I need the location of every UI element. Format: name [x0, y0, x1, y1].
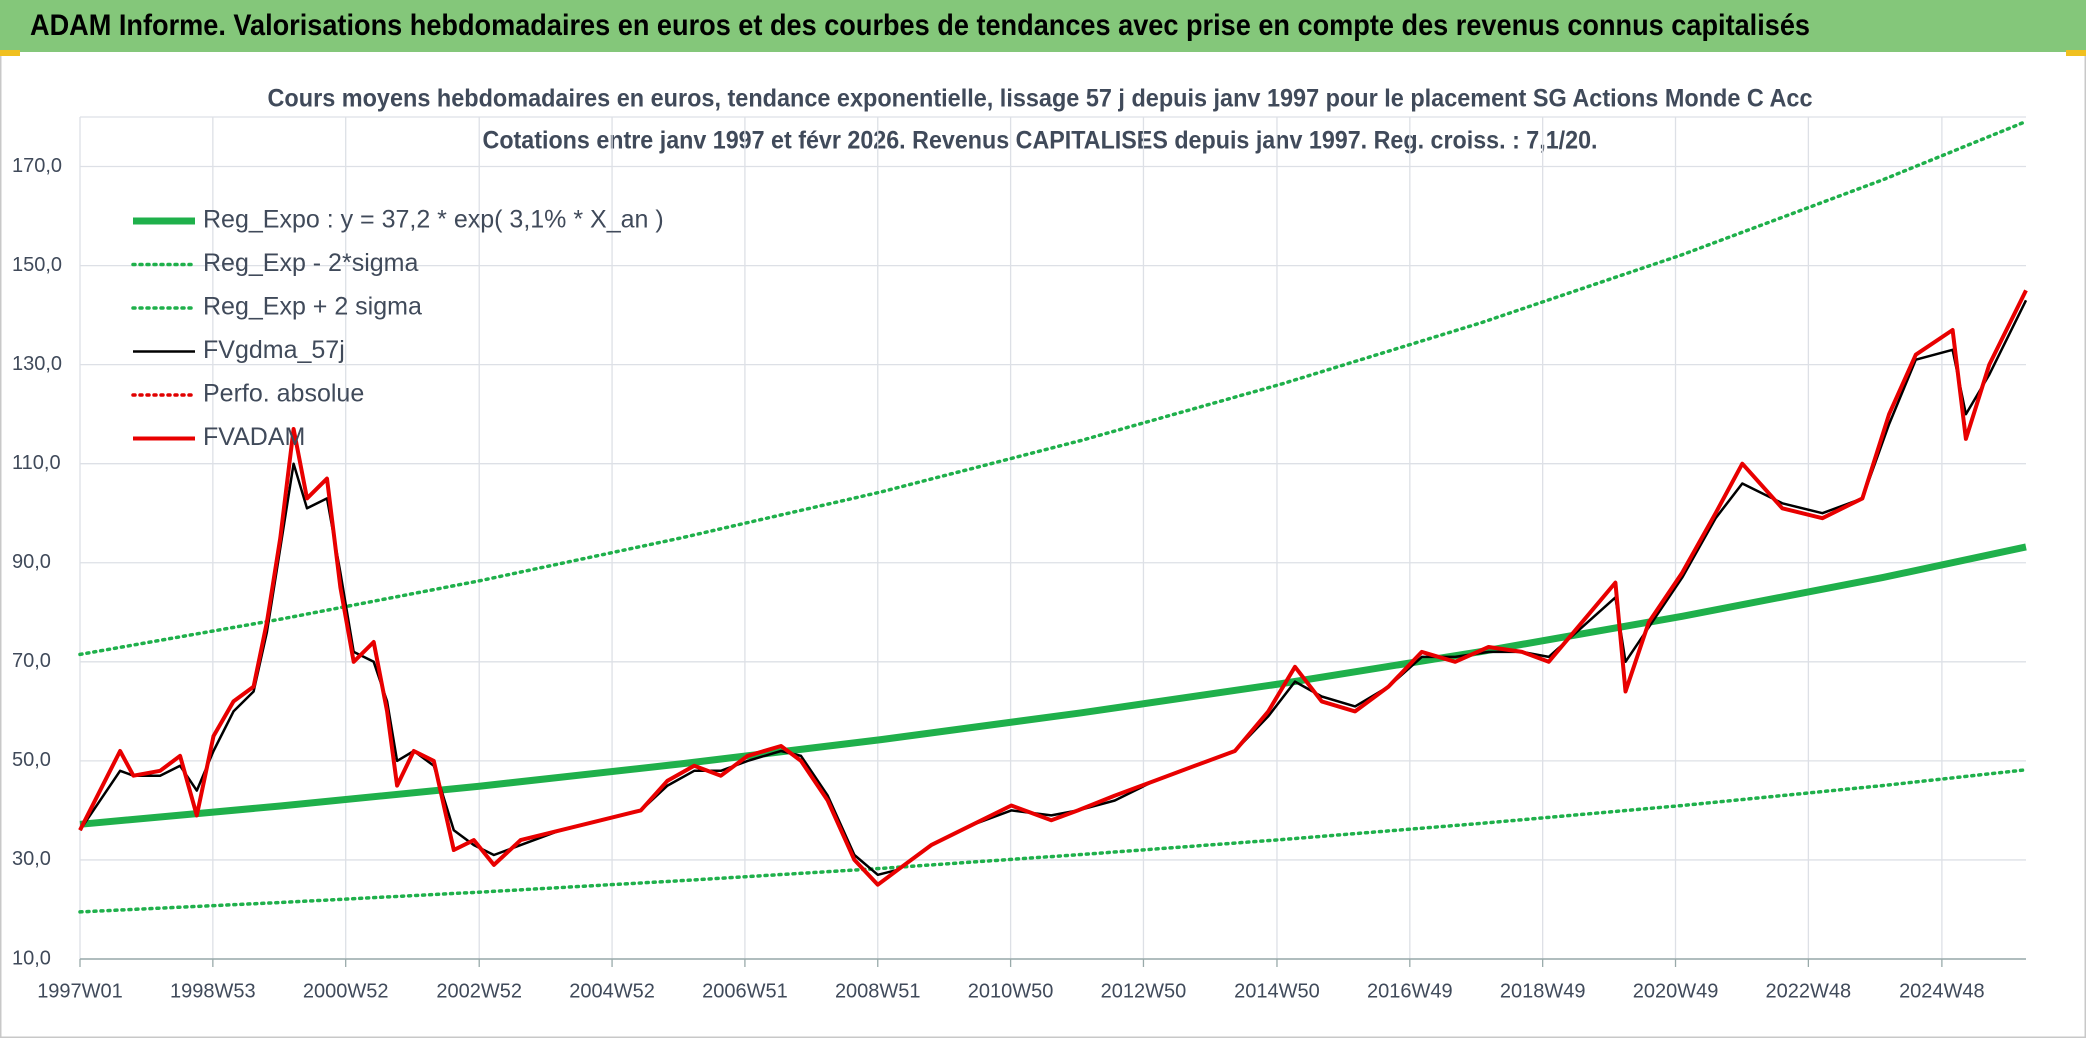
corner — [0, 50, 20, 56]
header-bar — [0, 0, 2086, 52]
x-tick-label: 2020W49 — [1633, 980, 1719, 1002]
corner — [2066, 50, 2086, 56]
x-tick-label: 2006W51 — [702, 980, 788, 1002]
legend-label: FVgdma_57j — [203, 336, 345, 364]
legend-label: Reg_Expo : y = 37,2 * exp( 3,1% * X_an ) — [203, 206, 664, 234]
y-tick-label: 170,0 — [12, 155, 62, 177]
grid: 10,0 30,0 50,0 70,0 90,0 110,0 130,0 150,0 170,0… — [12, 116, 2026, 1002]
y-tick-label: 110,0 — [12, 452, 61, 474]
header-title: ADAM Informe. Valorisations hebdomadaire… — [30, 9, 1810, 42]
y-tick-label: 150,0 — [12, 254, 62, 276]
chart-title: Cours moyens hebdomadaires en euros, ten… — [268, 85, 1813, 113]
y-tick-label: 10,0 — [12, 947, 51, 969]
y-tick-label: 90,0 — [12, 551, 51, 573]
legend-label: Reg_Exp + 2 sigma — [203, 293, 422, 321]
y-tick-label: 70,0 — [12, 650, 51, 672]
x-tick-label: 2000W52 — [303, 980, 389, 1002]
chart-subtitle: Cotations entre janv 1997 et févr 2026. … — [483, 127, 1598, 155]
series-line — [78, 768, 2028, 914]
x-tick-label: 2018W49 — [1500, 980, 1586, 1002]
x-tick-label: 2010W50 — [968, 980, 1054, 1002]
legend-label: Reg_Exp - 2*sigma — [203, 249, 418, 277]
x-tick-label: 2014W50 — [1234, 980, 1320, 1002]
y-tick-label: 50,0 — [12, 749, 51, 771]
legend-label: FVADAM — [203, 423, 305, 451]
series-line — [79, 543, 2027, 828]
x-tick-label: 2024W48 — [1899, 980, 1985, 1002]
series-line — [78, 119, 2028, 657]
x-tick-label: 2016W49 — [1367, 980, 1453, 1002]
legend: Reg_Expo : y = 37,2 * exp( 3,1% * X_an )… — [131, 206, 664, 451]
x-tick-label: 2004W52 — [569, 980, 655, 1002]
series-line — [78, 289, 2028, 887]
legend-label: Perfo. absolue — [203, 380, 364, 408]
plot — [78, 119, 2028, 914]
x-tick-label: 1998W53 — [170, 980, 256, 1002]
y-tick-label: 130,0 — [12, 353, 62, 375]
x-tick-label: 2008W51 — [835, 980, 921, 1002]
x-tick-label: 2002W52 — [436, 980, 522, 1002]
x-tick-label: 1997W01 — [37, 980, 123, 1002]
y-tick-label: 30,0 — [12, 848, 51, 870]
x-tick-label: 2022W48 — [1766, 980, 1852, 1002]
x-tick-label: 2012W50 — [1101, 980, 1187, 1002]
